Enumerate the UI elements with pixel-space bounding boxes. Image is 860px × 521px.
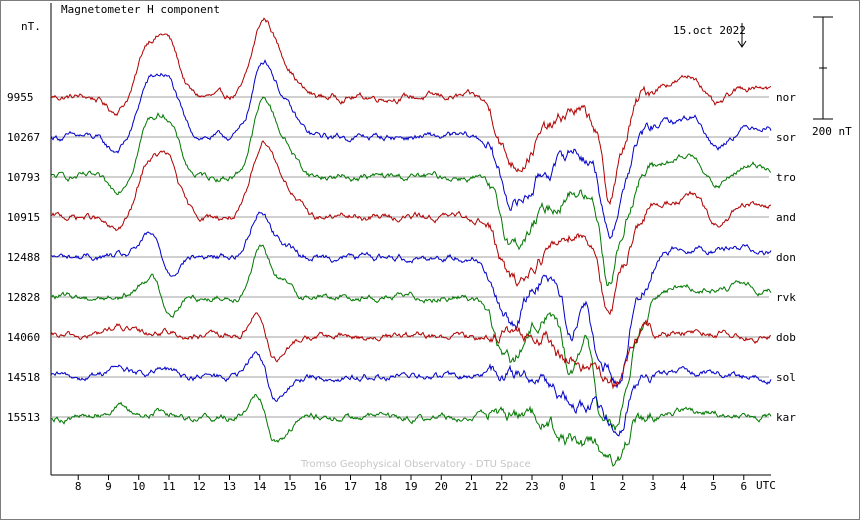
y-unit-label: nT. bbox=[21, 20, 41, 33]
baseline-label-kar: 15513 bbox=[7, 411, 40, 424]
x-tick-label: 23 bbox=[525, 480, 538, 493]
x-tick-label: 1 bbox=[589, 480, 596, 493]
x-tick-label: 0 bbox=[559, 480, 566, 493]
station-label-and: and bbox=[776, 211, 796, 224]
x-tick-label: 8 bbox=[75, 480, 82, 493]
series-line-tro bbox=[50, 96, 772, 286]
chart-title: Magnetometer H component bbox=[61, 3, 220, 16]
x-tick-label: 5 bbox=[710, 480, 717, 493]
baseline-label-and: 10915 bbox=[7, 211, 40, 224]
x-tick-label: 12 bbox=[193, 480, 206, 493]
station-label-kar: kar bbox=[776, 411, 796, 424]
x-tick-label: 3 bbox=[650, 480, 657, 493]
series-line-sor bbox=[50, 59, 772, 240]
scale-bar-label: 200 nT bbox=[812, 125, 852, 138]
x-tick-label: 4 bbox=[680, 480, 687, 493]
date-arrow-head-icon bbox=[737, 40, 747, 48]
station-label-sol: sol bbox=[776, 371, 796, 384]
x-tick-label: 11 bbox=[162, 480, 175, 493]
x-tick-label: 2 bbox=[619, 480, 626, 493]
station-label-dob: dob bbox=[776, 331, 796, 344]
baseline-label-tro: 10793 bbox=[7, 171, 40, 184]
credit-label: Tromso Geophysical Observatory - DTU Spa… bbox=[300, 459, 531, 470]
x-tick-label: 6 bbox=[740, 480, 747, 493]
x-tick-label: 9 bbox=[105, 480, 112, 493]
x-tick-label: 10 bbox=[132, 480, 145, 493]
x-tick-label: 20 bbox=[435, 480, 448, 493]
x-tick-label: 15 bbox=[283, 480, 296, 493]
x-tick-label: 22 bbox=[495, 480, 508, 493]
x-tick-label: 18 bbox=[374, 480, 387, 493]
date-label: 15.oct 2022 bbox=[673, 24, 746, 37]
x-tick-label: 16 bbox=[314, 480, 327, 493]
x-tick-label: 17 bbox=[344, 480, 357, 493]
station-label-don: don bbox=[776, 251, 796, 264]
station-label-sor: sor bbox=[776, 131, 796, 144]
x-tick-label: 21 bbox=[465, 480, 478, 493]
series-line-nor bbox=[50, 17, 772, 206]
series-line-rvk bbox=[50, 244, 772, 431]
series-line-sol bbox=[50, 351, 772, 437]
station-label-nor: nor bbox=[776, 91, 796, 104]
series-line-don bbox=[50, 211, 772, 389]
station-label-rvk: rvk bbox=[776, 291, 796, 304]
x-tick-label: 14 bbox=[253, 480, 267, 493]
baseline-label-don: 12488 bbox=[7, 251, 40, 264]
baseline-label-sor: 10267 bbox=[7, 131, 40, 144]
baseline-label-nor: 9955 bbox=[7, 91, 34, 104]
series-line-dob bbox=[50, 312, 771, 390]
station-label-tro: tro bbox=[776, 171, 796, 184]
x-tick-label: 19 bbox=[404, 480, 417, 493]
series-line-and bbox=[50, 140, 772, 316]
baseline-label-sol: 14518 bbox=[7, 371, 40, 384]
x-axis-label: UTC bbox=[756, 479, 776, 492]
baseline-label-dob: 14060 bbox=[7, 331, 40, 344]
series-line-kar bbox=[50, 393, 772, 467]
baseline-label-rvk: 12828 bbox=[7, 291, 40, 304]
x-tick-label: 13 bbox=[223, 480, 236, 493]
